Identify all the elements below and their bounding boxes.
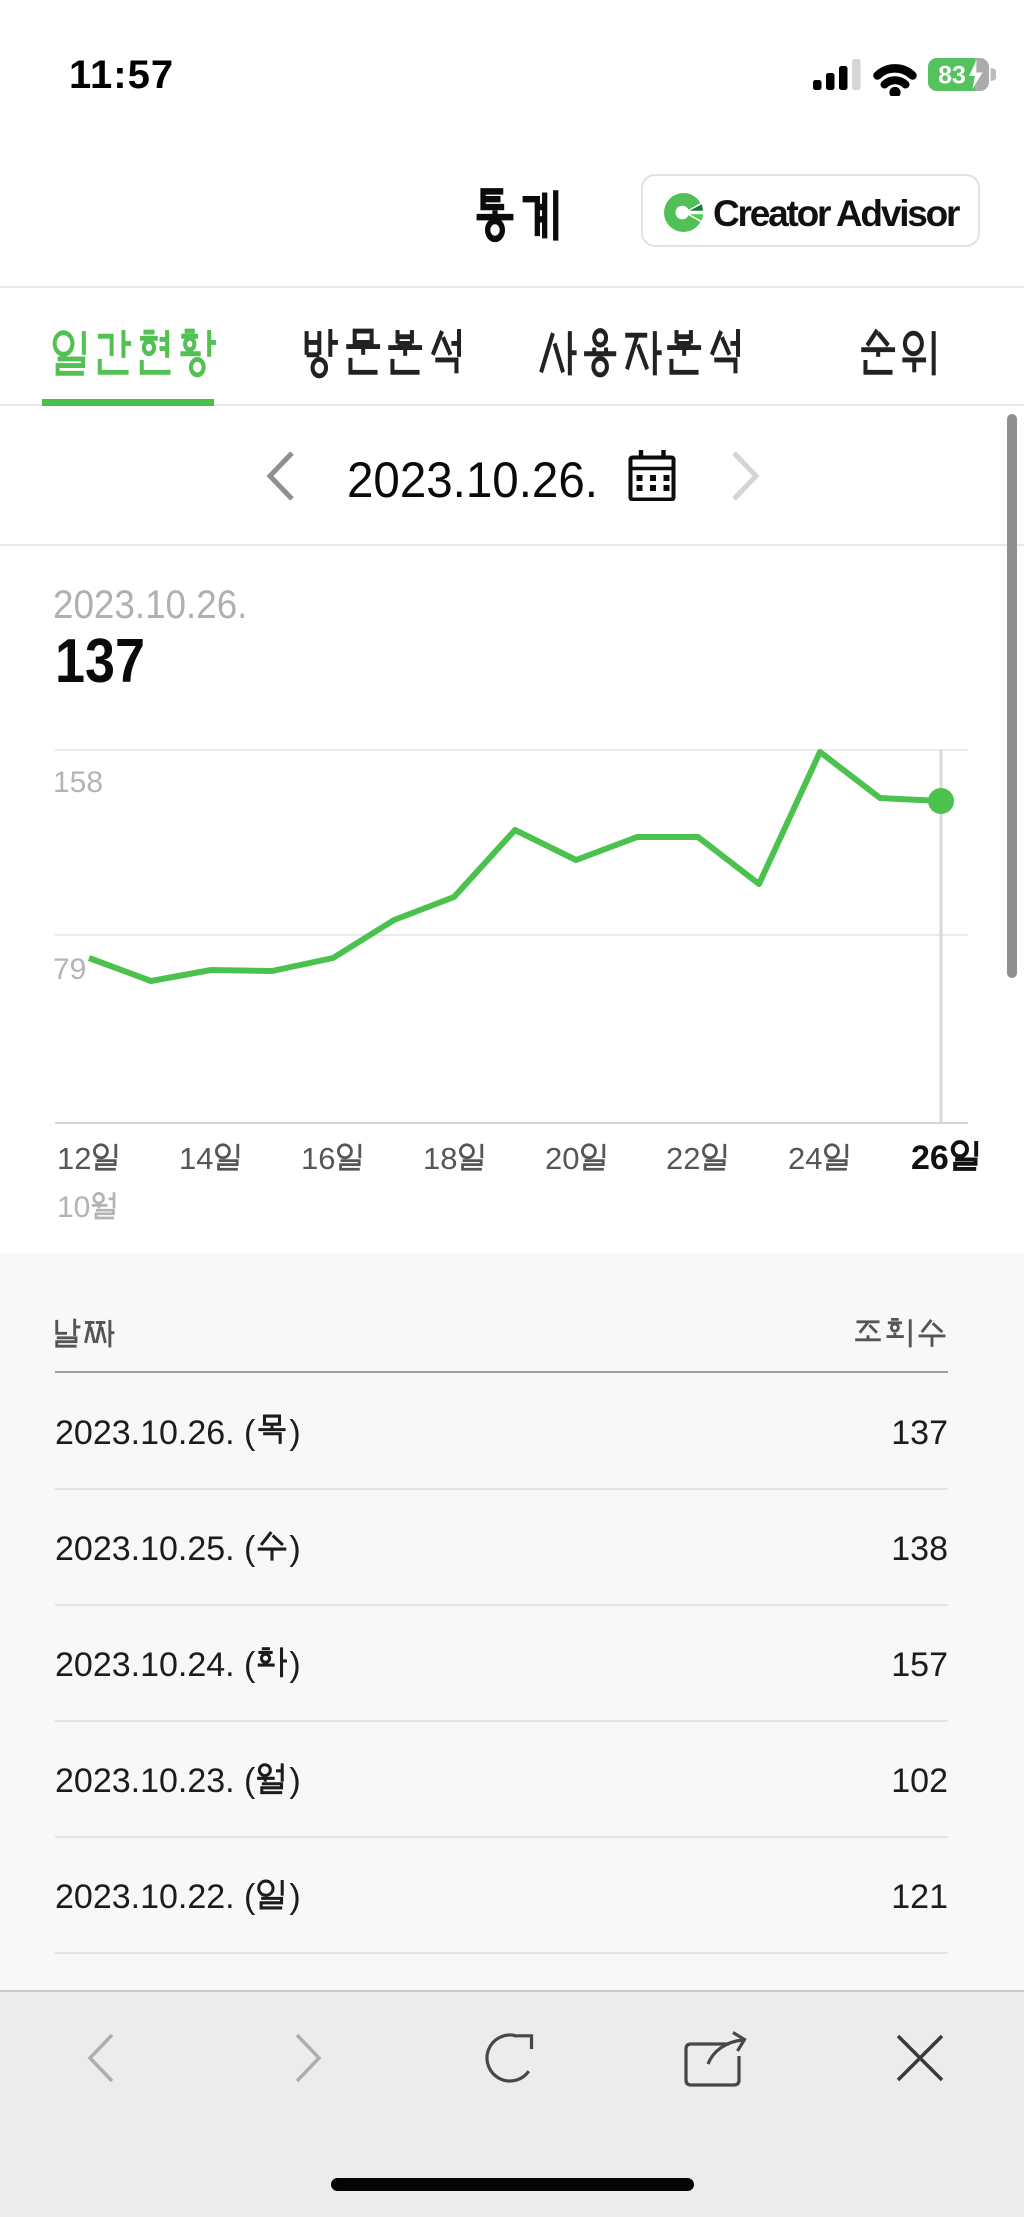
svg-text:79: 79 [53, 953, 86, 986]
svg-text:83: 83 [938, 62, 966, 90]
svg-text:158: 158 [53, 766, 103, 799]
